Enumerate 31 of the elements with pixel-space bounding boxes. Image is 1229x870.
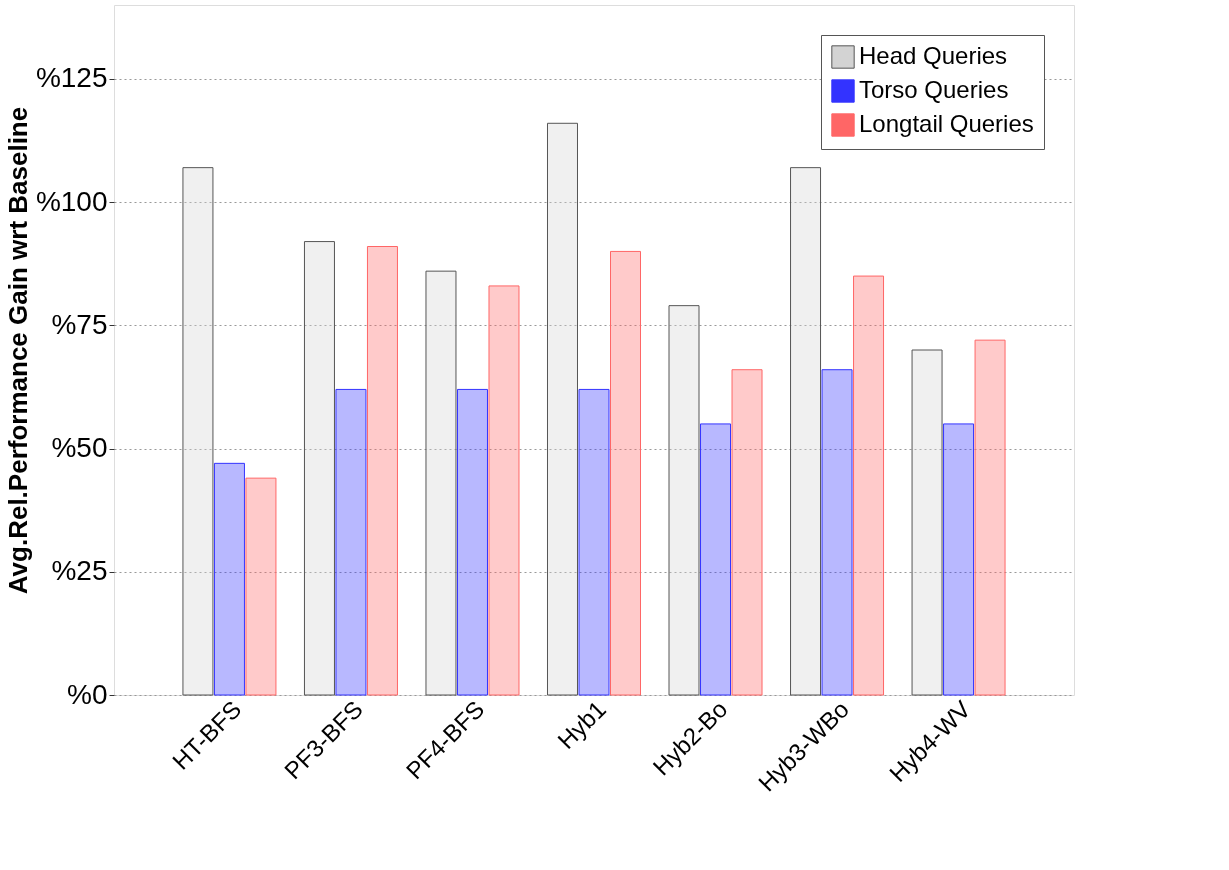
bar [488,285,520,696]
y-tick-label: %125 [35,62,108,94]
legend-label: Longtail Queries [859,110,1034,137]
legend-label: Head Queries [859,42,1008,69]
bar [821,369,853,696]
bar [853,275,885,696]
bar [911,349,943,696]
bar [547,122,578,696]
bar [245,477,277,696]
bar [366,246,398,696]
bar [700,423,732,696]
bar [303,241,335,696]
bar [335,388,367,696]
y-tick-label: %25 [51,555,108,587]
bar [668,305,700,696]
y-tick-label: %50 [51,432,108,464]
y-tick-label: %75 [51,308,108,340]
bar [213,462,245,696]
bar [182,167,214,696]
legend-label: Torso Queries [859,76,1009,103]
bar [790,167,822,696]
y-tick-label: %100 [35,185,108,217]
bar [456,388,488,696]
bar [974,339,1006,696]
y-axis-title: Avg.Rel.Performance Gain wrt Baseline [2,106,33,595]
bar [425,270,457,696]
bar [943,423,975,696]
bar [610,250,641,696]
y-tick-label: %0 [67,678,108,710]
bar [578,388,610,696]
bar [731,369,763,696]
